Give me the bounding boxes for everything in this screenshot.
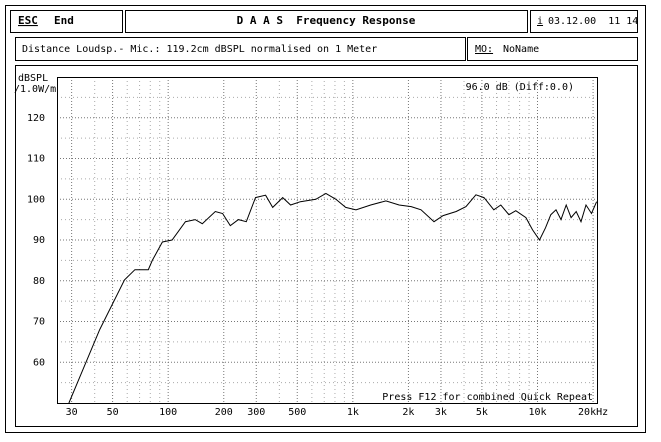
- datetime: 03.12.00 11 14: [548, 16, 638, 27]
- x-tick-label: 3k: [435, 407, 447, 418]
- title-box: [125, 10, 528, 33]
- x-tick-label: 100: [159, 407, 177, 418]
- measurement-info: Distance Loudsp.- Mic.: 119.2cm dBSPL no…: [22, 44, 377, 55]
- x-tick-label: 5k: [476, 407, 488, 418]
- info-key: i: [537, 16, 543, 27]
- y-tick-label: 120: [27, 113, 45, 124]
- readout: 96.0 dB (Diff:0.0): [466, 82, 574, 93]
- chart-frame: [15, 65, 638, 427]
- y-tick-label: 80: [33, 276, 45, 287]
- y-axis-title: dBSPL: [18, 73, 48, 84]
- mo-box[interactable]: [467, 37, 638, 61]
- outer-frame: [5, 5, 646, 433]
- y-tick-label: 100: [27, 194, 45, 205]
- mo-label: MO:: [475, 44, 493, 55]
- x-tick-label: 50: [107, 407, 119, 418]
- y-tick-label: 110: [27, 154, 45, 165]
- x-tick-label: 200: [215, 407, 233, 418]
- esc-box[interactable]: [10, 10, 123, 33]
- window-title: D A A S Frequency Response: [237, 14, 416, 27]
- response-curve: [68, 192, 598, 404]
- info-box: [15, 37, 466, 61]
- x-tick-label: 300: [247, 407, 265, 418]
- x-tick-label: 1k: [347, 407, 359, 418]
- date-box[interactable]: [530, 10, 638, 33]
- y-axis-unit: /1.0W/m: [14, 84, 56, 95]
- footer-note: Press F12 for combined Quick Repeat: [382, 392, 593, 403]
- x-tick-label: 20kHz: [578, 407, 608, 418]
- y-tick-label: 70: [33, 317, 45, 328]
- x-tick-label: 2k: [402, 407, 414, 418]
- x-tick-label: 30: [66, 407, 78, 418]
- plot-border: [57, 77, 598, 404]
- y-tick-label: 90: [33, 235, 45, 246]
- x-tick-label: 10k: [528, 407, 546, 418]
- x-tick-label: 500: [288, 407, 306, 418]
- y-tick-label: 60: [33, 357, 45, 368]
- mo-name: NoName: [503, 44, 539, 55]
- esc-key: ESC: [18, 14, 38, 27]
- end-label: End: [54, 14, 74, 27]
